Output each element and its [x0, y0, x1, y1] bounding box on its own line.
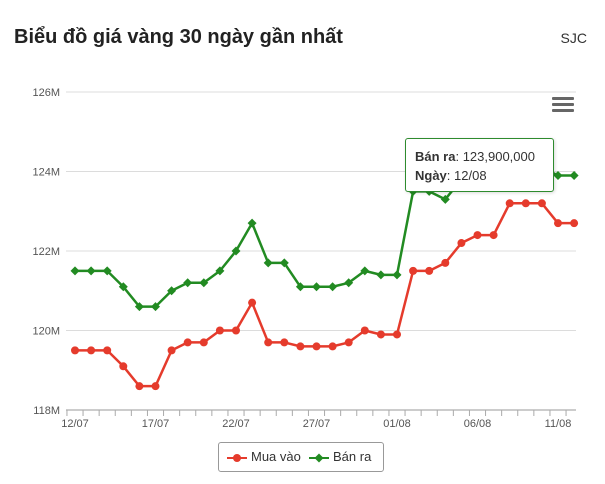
data-point-ban-ra — [553, 170, 563, 180]
y-tick-label: 124M — [32, 167, 60, 179]
data-point-mua-vao — [280, 338, 289, 347]
data-point-ban-ra — [118, 282, 128, 292]
y-tick-label: 118M — [33, 405, 60, 417]
data-point-mua-vao — [409, 266, 418, 275]
data-point-ban-ra — [167, 286, 177, 296]
x-tick-label: 11/08 — [545, 418, 572, 430]
data-point-mua-vao — [87, 346, 96, 355]
y-tick-label: 120M — [32, 326, 60, 338]
data-point-mua-vao — [505, 199, 514, 208]
data-point-mua-vao — [248, 298, 257, 307]
data-point-mua-vao — [457, 239, 466, 248]
data-point-mua-vao — [344, 338, 353, 347]
data-point-ban-ra — [215, 266, 225, 276]
chart-tooltip: Bán ra: 123,900,000 Ngày: 12/08 — [405, 138, 554, 192]
data-point-mua-vao — [393, 330, 401, 339]
data-point-ban-ra — [295, 282, 305, 292]
data-point-mua-vao — [264, 338, 273, 347]
data-point-ban-ra — [392, 270, 402, 280]
tooltip-date-value: : 12/08 — [446, 168, 487, 183]
data-point-ban-ra — [344, 278, 354, 288]
data-point-mua-vao — [473, 231, 482, 240]
x-tick-label: 27/07 — [303, 418, 331, 430]
data-point-ban-ra — [183, 278, 193, 288]
legend-marker-ban-ra — [309, 453, 329, 463]
data-point-mua-vao — [199, 338, 208, 347]
x-tick-label: 12/07 — [61, 418, 89, 430]
data-point-ban-ra — [312, 282, 321, 292]
source-label: SJC — [560, 30, 587, 46]
tooltip-series-label: Bán ra — [415, 149, 456, 164]
data-point-ban-ra — [231, 246, 241, 256]
y-tick-label: 126M — [32, 87, 60, 99]
data-point-mua-vao — [521, 199, 530, 208]
data-point-mua-vao — [441, 258, 450, 267]
data-point-ban-ra — [86, 266, 96, 276]
series-line-mua-vao — [75, 202, 575, 388]
legend-marker-mua-vao — [227, 453, 247, 462]
x-tick-label: 01/08 — [383, 418, 411, 430]
data-point-mua-vao — [360, 326, 369, 335]
tooltip-date-label: Ngày — [415, 168, 447, 183]
data-point-mua-vao — [151, 382, 160, 391]
tooltip-series-value: : 123,900,000 — [455, 149, 535, 164]
data-point-mua-vao — [167, 346, 176, 355]
data-point-ban-ra — [263, 258, 273, 268]
data-point-ban-ra — [247, 218, 257, 228]
x-tick-label: 17/07 — [142, 418, 170, 430]
data-point-mua-vao — [183, 338, 192, 347]
data-point-mua-vao — [135, 382, 144, 391]
data-point-mua-vao — [296, 342, 305, 351]
data-point-ban-ra — [328, 282, 338, 292]
data-point-ban-ra — [151, 302, 160, 312]
data-point-mua-vao — [103, 346, 112, 355]
chart-legend: Mua vào Bán ra — [218, 442, 384, 472]
data-point-mua-vao — [489, 231, 498, 240]
data-point-mua-vao — [376, 330, 385, 339]
hamburger-menu-icon[interactable] — [552, 97, 574, 115]
data-point-mua-vao — [425, 266, 434, 275]
y-tick-label: 122M — [32, 246, 60, 258]
x-tick-label: 06/08 — [464, 418, 492, 430]
data-point-ban-ra — [360, 266, 370, 276]
data-point-mua-vao — [570, 219, 579, 228]
data-point-ban-ra — [440, 194, 450, 204]
data-point-ban-ra — [134, 302, 144, 312]
x-tick-label: 22/07 — [222, 418, 250, 430]
legend-item-mua-vao[interactable]: Mua vào — [227, 449, 301, 464]
legend-item-ban-ra[interactable]: Bán ra — [309, 449, 371, 464]
data-point-ban-ra — [70, 266, 80, 276]
page-title: Biểu đồ giá vàng 30 ngày gần nhất — [14, 26, 343, 48]
data-point-mua-vao — [537, 199, 546, 208]
legend-label-ban-ra: Bán ra — [333, 449, 372, 464]
data-point-mua-vao — [119, 362, 128, 371]
legend-label-mua-vao: Mua vào — [251, 449, 301, 464]
data-point-ban-ra — [376, 270, 386, 280]
data-point-mua-vao — [312, 342, 321, 351]
data-point-mua-vao — [554, 219, 562, 228]
data-point-ban-ra — [569, 170, 579, 180]
data-point-ban-ra — [199, 278, 209, 288]
data-point-ban-ra — [102, 266, 112, 276]
data-point-mua-vao — [71, 346, 79, 355]
data-point-mua-vao — [215, 326, 224, 335]
data-point-ban-ra — [279, 258, 289, 268]
data-point-mua-vao — [232, 326, 240, 335]
data-point-mua-vao — [328, 342, 337, 351]
